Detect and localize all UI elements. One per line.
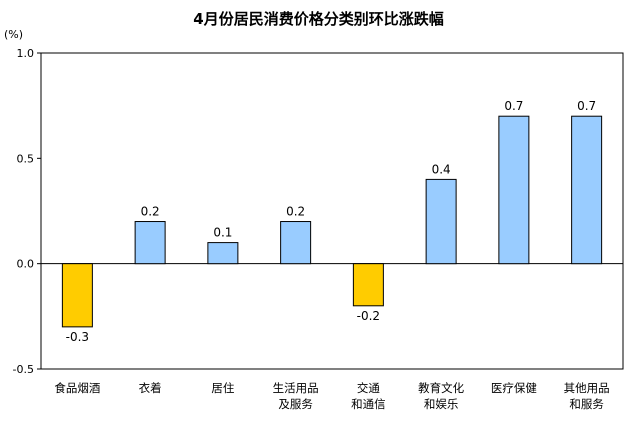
plot-area-frame bbox=[40, 52, 624, 370]
data-label: -0.3 bbox=[66, 330, 89, 344]
bar bbox=[61, 263, 93, 328]
x-tick-label: 其他用品 bbox=[564, 381, 610, 395]
data-label: 0.2 bbox=[286, 205, 305, 219]
y-axis: 1.0 0.5 0.0 -0.5 bbox=[13, 47, 623, 376]
value-labels: -0.3 0.2 0.1 0.2 -0.2 0.4 0.7 0.7 bbox=[66, 99, 597, 344]
chart-title: 4月份居民消费价格分类别环比涨跌幅 bbox=[193, 10, 444, 28]
data-label: 0.1 bbox=[213, 226, 232, 240]
y-tick-label: -0.5 bbox=[13, 363, 34, 376]
x-tick-label: 居住 bbox=[211, 381, 234, 395]
bars bbox=[61, 115, 603, 328]
bar bbox=[207, 242, 239, 265]
x-tick-label: 交通 bbox=[357, 381, 380, 395]
bar bbox=[498, 115, 530, 265]
y-tick-label: 0.0 bbox=[17, 258, 35, 271]
data-label: 0.2 bbox=[141, 205, 160, 219]
data-label: 0.4 bbox=[432, 162, 451, 176]
bar bbox=[134, 221, 166, 265]
x-tick-label: 和服务 bbox=[569, 397, 604, 411]
data-label: 0.7 bbox=[504, 99, 523, 113]
data-label: 0.7 bbox=[577, 99, 596, 113]
data-label: -0.2 bbox=[357, 309, 380, 323]
x-tick-label: 和娱乐 bbox=[424, 397, 459, 411]
x-tick-label: 衣着 bbox=[139, 381, 162, 395]
bar bbox=[571, 115, 603, 265]
y-tick-label: 0.5 bbox=[17, 152, 35, 165]
y-axis-unit: (%) bbox=[4, 28, 24, 41]
y-tick-label: 1.0 bbox=[17, 47, 35, 60]
bar bbox=[352, 263, 384, 307]
bar bbox=[280, 221, 312, 265]
bar bbox=[425, 178, 457, 265]
x-tick-label: 医疗保健 bbox=[491, 381, 537, 395]
x-tick-label: 生活用品 bbox=[273, 381, 319, 395]
x-tick-label: 及服务 bbox=[278, 397, 313, 411]
x-tick-label: 和通信 bbox=[351, 397, 386, 411]
x-tick-label: 食品烟酒 bbox=[54, 381, 100, 395]
x-tick-label: 教育文化 bbox=[418, 381, 464, 395]
